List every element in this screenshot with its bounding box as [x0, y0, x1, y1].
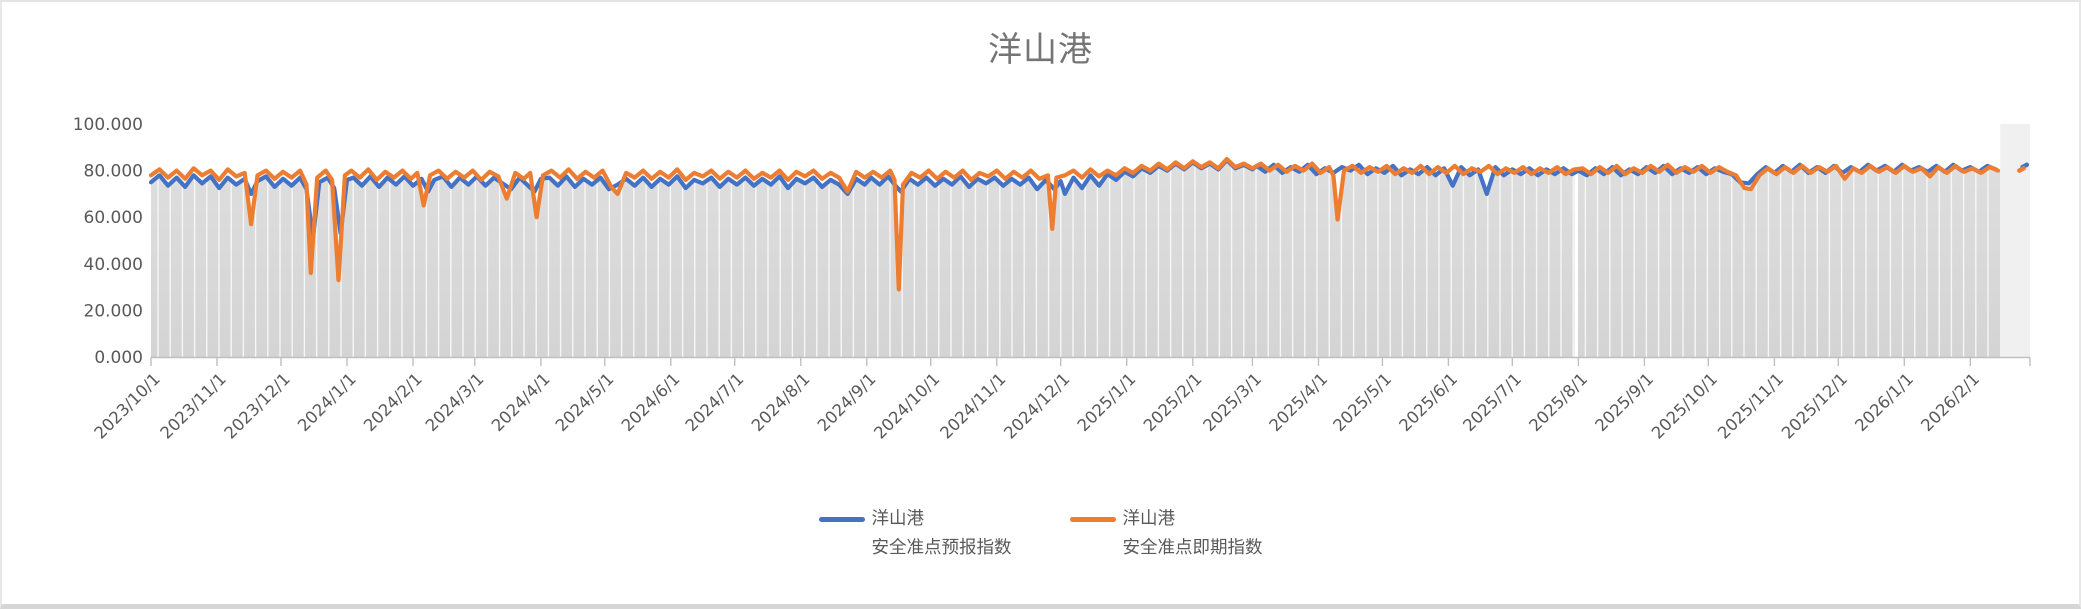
x-axis-label: 2024/8/1: [748, 369, 814, 435]
x-axis-label: 2025/6/1: [1395, 369, 1461, 435]
x-axis-label: 2023/11/1: [157, 369, 230, 442]
x-axis-label: 2025/11/1: [1714, 369, 1787, 442]
x-axis-label: 2026/1/1: [1851, 369, 1917, 435]
x-axis-label: 2025/7/1: [1459, 369, 1525, 435]
legend-label-spot-line1: 洋山港: [1122, 509, 1176, 529]
legend-label-spot-line2: 安全准点即期指数: [1122, 538, 1263, 558]
no-data-band: [2000, 124, 2030, 357]
x-axis-label: 2024/6/1: [618, 369, 684, 435]
x-axis-label: 2024/5/1: [552, 369, 618, 435]
legend: 洋山港 安全准点预报指数 洋山港 安全准点即期指数: [2, 505, 2079, 563]
y-axis-label: 40.000: [84, 255, 143, 275]
x-axis-label: 2025/5/1: [1329, 369, 1395, 435]
x-axis-label: 2025/8/1: [1525, 369, 1591, 435]
series-line-spot: [148, 156, 2001, 292]
y-axis-label: 0.000: [94, 348, 143, 368]
series-tail-spot: [2017, 166, 2026, 173]
y-axis-label: 20.000: [84, 301, 143, 321]
x-axis-label: 2024/4/1: [488, 369, 554, 435]
legend-label-forecast-line1: 洋山港: [871, 509, 925, 529]
x-axis-label: 2024/10/1: [870, 369, 943, 442]
y-axis-label: 100.000: [73, 115, 143, 135]
x-axis-label: 2025/2/1: [1140, 369, 1206, 435]
x-axis-label: 2025/1/1: [1074, 369, 1140, 435]
x-axis-label: 2023/12/1: [221, 369, 294, 442]
x-axis: [150, 356, 2031, 366]
x-axis-label: 2024/9/1: [814, 369, 880, 435]
y-axis-label: 60.000: [84, 208, 143, 228]
x-axis-label: 2026/2/1: [1917, 369, 1983, 435]
y-axis-labels: 100.000 80.000 60.000 40.000 20.000 0.000: [73, 115, 143, 368]
area-fill-background: [151, 124, 2030, 357]
x-axis-label: 2025/10/1: [1648, 369, 1721, 442]
x-axis-label: 2024/11/1: [936, 369, 1009, 442]
x-axis-label: 2024/7/1: [682, 369, 748, 435]
legend-item-forecast-index: 洋山港 安全准点预报指数: [818, 505, 1012, 563]
legend-label-spot: 洋山港 安全准点即期指数: [1123, 505, 1263, 563]
y-axis-label: 80.000: [84, 162, 143, 182]
x-axis-label: 2024/3/1: [422, 369, 488, 435]
x-axis-label: 2025/3/1: [1199, 369, 1265, 435]
legend-label-forecast-line2: 安全准点预报指数: [871, 538, 1012, 558]
chart-title: 洋山港: [988, 30, 1093, 70]
x-axis-label: 2024/2/1: [360, 369, 426, 435]
legend-swatch-spot-icon: [1069, 517, 1116, 522]
x-axis-label: 2024/1/1: [294, 369, 360, 435]
legend-item-spot-index: 洋山港 安全准点即期指数: [1069, 505, 1263, 563]
x-axis-label: 2023/10/1: [91, 369, 164, 442]
series-lines: [148, 156, 2030, 292]
legend-swatch-forecast-icon: [818, 517, 865, 522]
x-axis-label: 2025/9/1: [1591, 369, 1657, 435]
x-axis-label: 2025/12/1: [1778, 369, 1851, 442]
legend-label-forecast: 洋山港 安全准点预报指数: [872, 505, 1012, 563]
x-axis-label: 2025/4/1: [1265, 369, 1331, 435]
x-axis-label: 2024/12/1: [1000, 369, 1073, 442]
